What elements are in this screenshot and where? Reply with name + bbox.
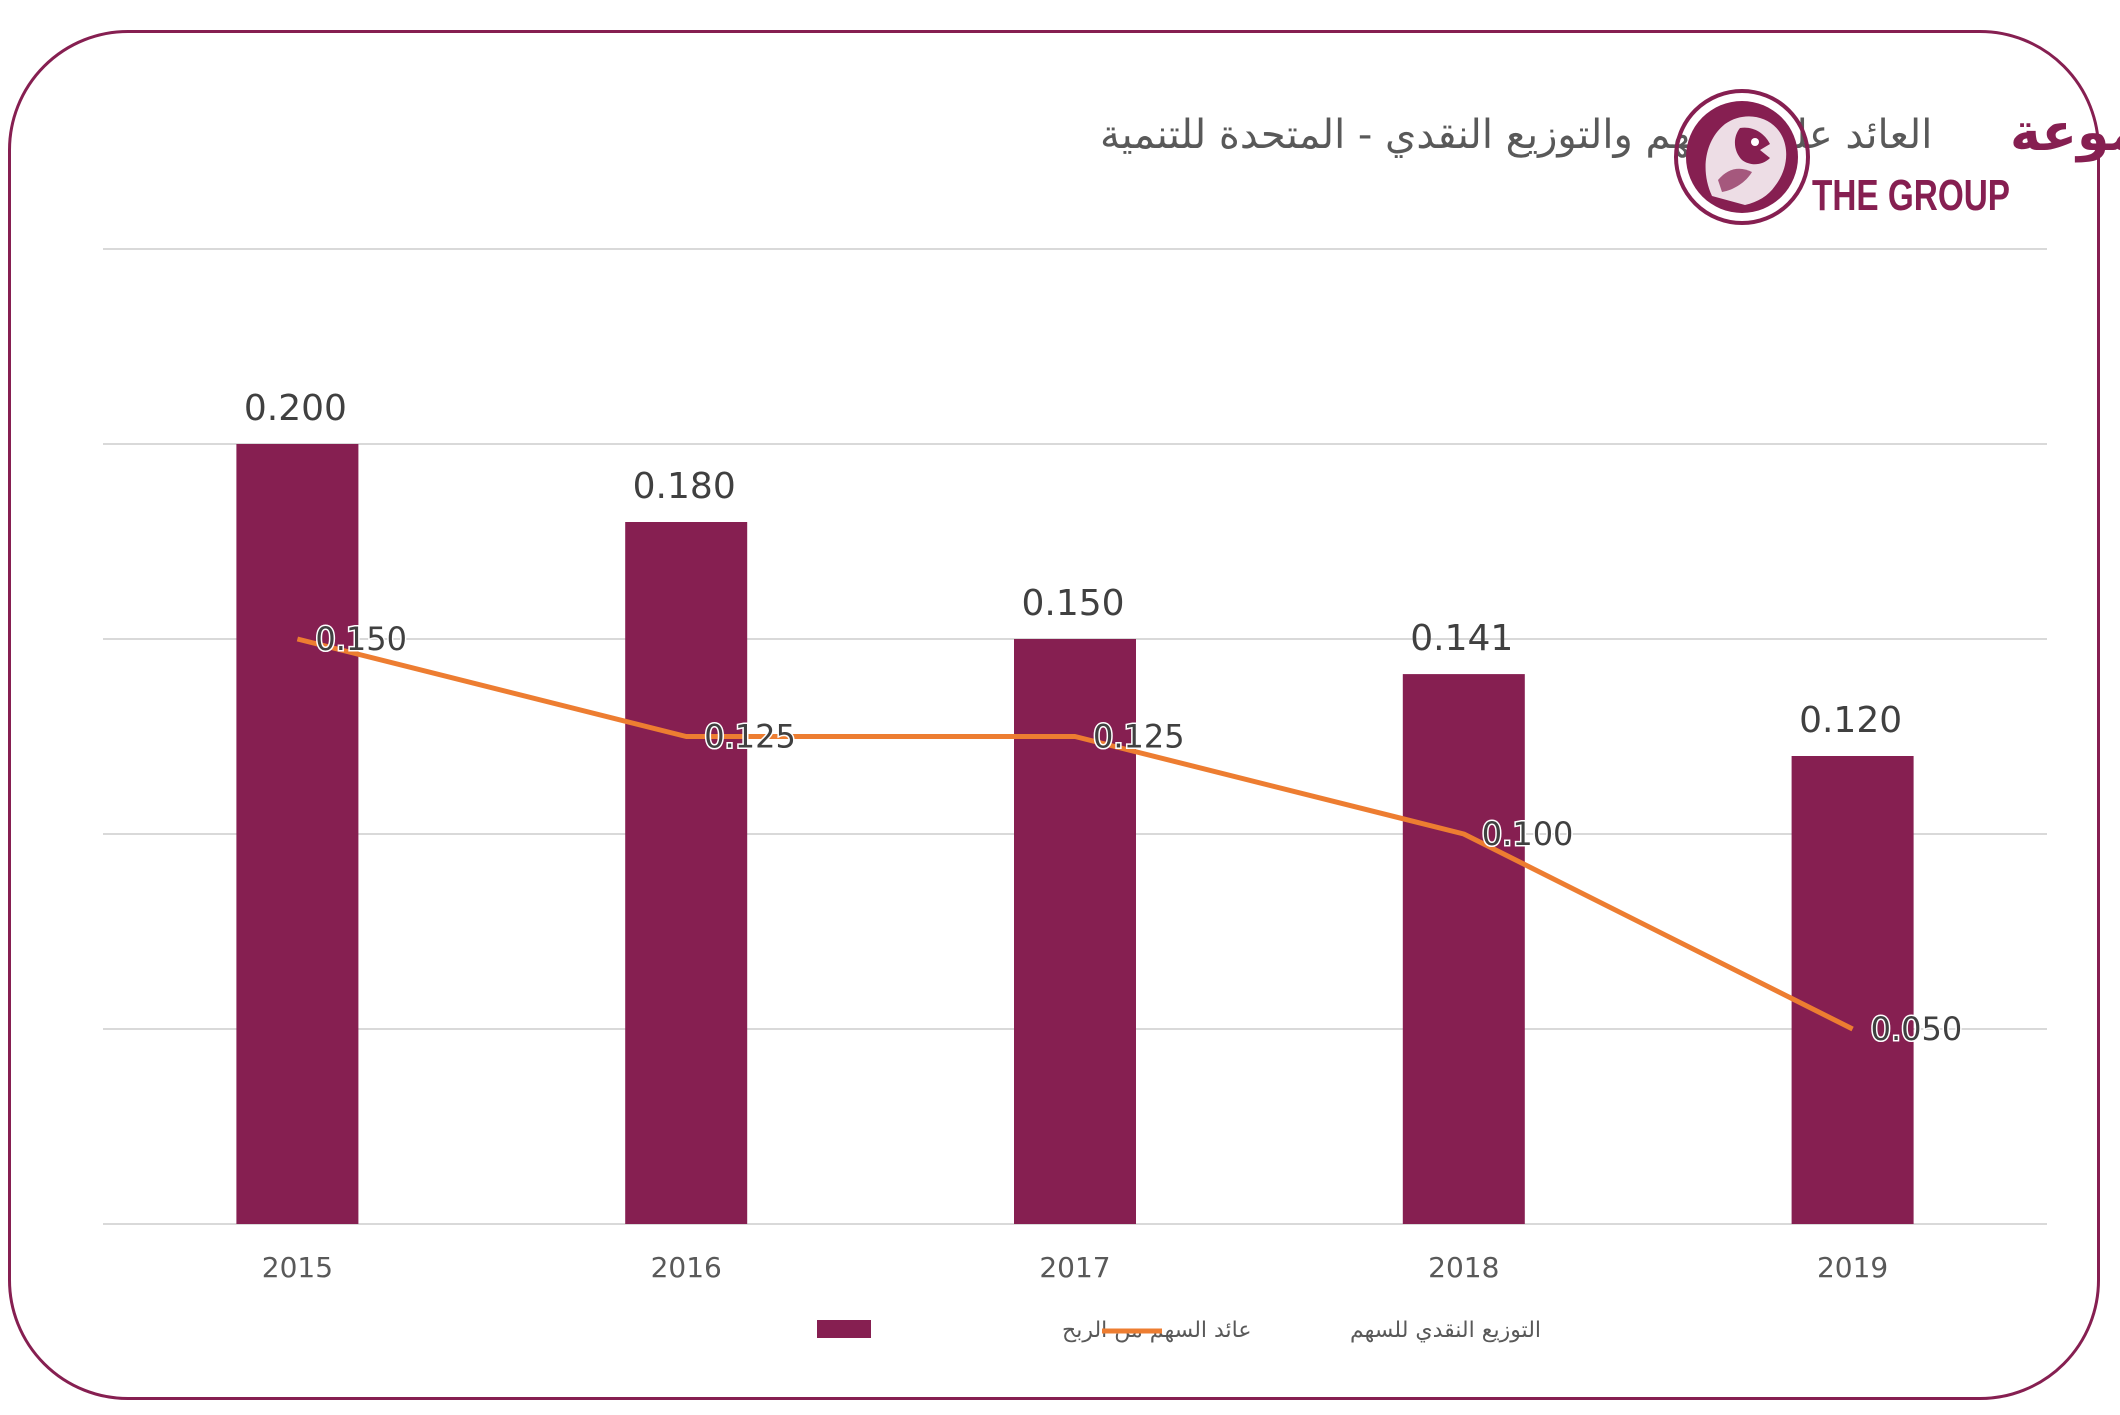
bar-value-label: 0.200 [244, 388, 347, 429]
logo-arabic-text: المجموعة [2010, 103, 2120, 163]
bar-value-label: 0.150 [1021, 583, 1124, 624]
line-value-label: 0.125 [704, 718, 796, 756]
logo-ring [1674, 89, 1810, 225]
x-tick-label: 2015 [262, 1251, 333, 1284]
data-labels: 0.200 0.180 0.150 0.141 0.120 0.150 0.125 0.125… [244, 388, 1964, 1050]
legend-line-label: التوزيع النقدي للسهم [1350, 1318, 1541, 1343]
x-axis-ticks: 2015 2016 2017 2018 2019 [262, 1251, 1888, 1284]
bar [1402, 674, 1525, 1224]
line-value-label: 0.125 [1093, 718, 1185, 756]
line-value-label: 0.100 [1482, 815, 1574, 853]
bar-value-label: 0.120 [1799, 700, 1902, 741]
bar-value-label: 0.141 [1410, 618, 1513, 659]
line-value-label: 0.150 [315, 620, 407, 658]
x-tick-label: 2018 [1428, 1251, 1499, 1284]
bar-value-label: 0.180 [633, 466, 736, 507]
line-value-label: 0.050 [1871, 1010, 1963, 1048]
legend: عائد السهم من الربح التوزيع النقدي للسهم [817, 1318, 1541, 1343]
bar [236, 444, 359, 1224]
bar-series [236, 444, 1914, 1224]
line-series [296, 636, 1854, 1032]
logo-english-text: THE GROUP [1812, 171, 2010, 220]
falcon-icon [1705, 116, 1787, 205]
slide-frame [8, 30, 2100, 1400]
x-tick-label: 2017 [1039, 1251, 1110, 1284]
x-tick-label: 2016 [651, 1251, 722, 1284]
x-tick-label: 2019 [1817, 1251, 1888, 1284]
bar [1791, 756, 1914, 1224]
bar [625, 522, 748, 1224]
legend-bar-swatch [817, 1320, 871, 1338]
company-logo: المجموعة THE GROUP [1674, 89, 2120, 225]
